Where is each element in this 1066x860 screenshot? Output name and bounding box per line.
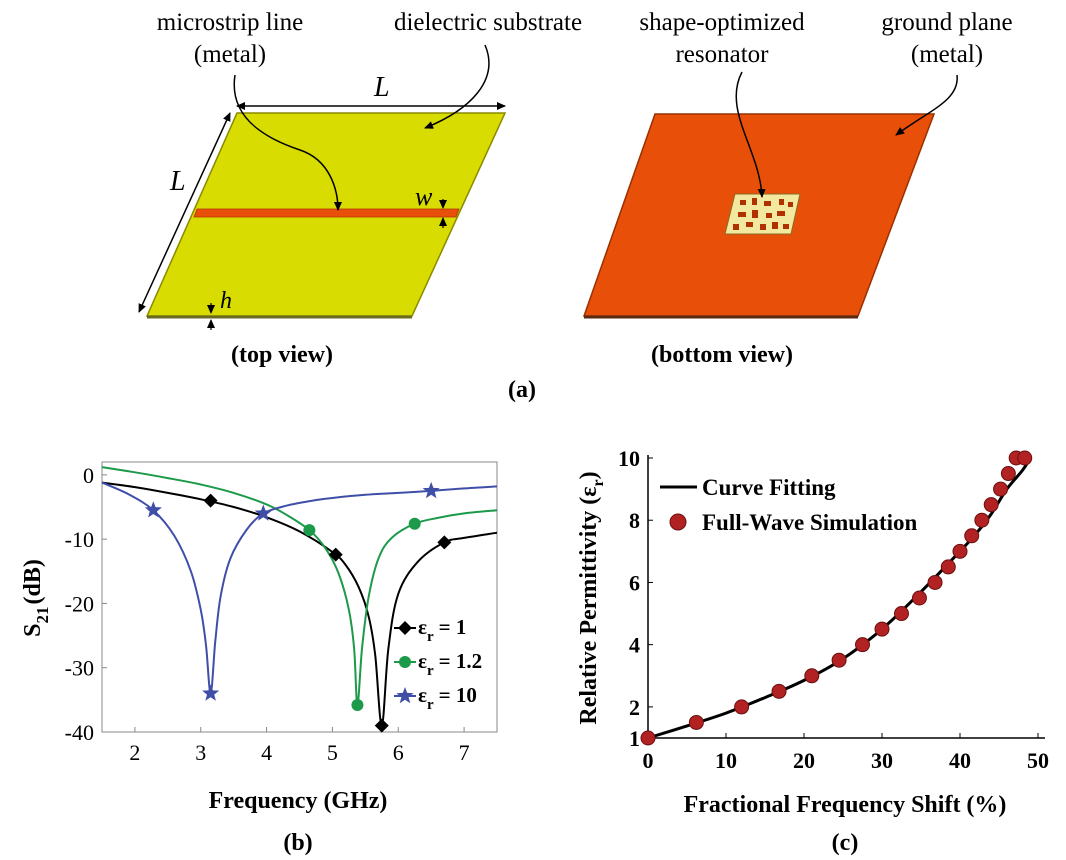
c-sim-point <box>927 574 943 590</box>
legend-c-1: Curve Fitting <box>702 475 836 500</box>
legend-c: Curve Fitting Full-Wave Simulation <box>660 475 918 535</box>
b-xtick-label: 3 <box>195 740 206 765</box>
c-ytick-label: 6 <box>629 570 640 595</box>
b-marker-diamond <box>374 718 389 733</box>
legend-b-1-eps: ε <box>418 615 427 639</box>
c-xtick-label: 0 <box>643 748 654 773</box>
c-sim-point <box>771 683 787 699</box>
c-ytick-label: 2 <box>629 695 640 720</box>
callout-substrate: dielectric substrate <box>394 9 582 36</box>
b-ytick-label: -30 <box>65 656 94 681</box>
ylabel-b: S21(dB) <box>20 559 52 637</box>
b-marker-circle <box>303 524 316 537</box>
legend-b-3-eps: ε <box>418 683 427 707</box>
plot-b-frame <box>101 461 498 733</box>
b-marker-circle <box>408 517 421 530</box>
c-sim-point <box>734 699 750 715</box>
c-sim-point <box>1017 450 1033 466</box>
c-xtick-label: 10 <box>715 748 737 773</box>
svg-text:εr= 1: εr = 1 <box>418 615 466 645</box>
c-ytick-label: 4 <box>629 633 640 658</box>
b-xtick-label: 2 <box>129 740 140 765</box>
b-xtick-label: 7 <box>459 740 470 765</box>
b-ytick-label: -40 <box>65 720 94 745</box>
c-sim-point <box>688 714 704 730</box>
c-sim-point <box>952 543 968 559</box>
callout-microstrip-2: (metal) <box>194 41 266 68</box>
c-sim-point <box>974 512 990 528</box>
b-marker-circle <box>351 699 364 711</box>
caption-top-view: (top view) <box>231 342 333 368</box>
c-sim-point <box>831 652 847 668</box>
c-xtick-label: 50 <box>1027 748 1049 773</box>
c-xtick-label: 40 <box>949 748 971 773</box>
callout-resonator-1: shape-optimized <box>639 9 805 36</box>
c-sim-point <box>1000 466 1016 482</box>
xlabel-c: Fractional Frequency Shift (%) <box>684 792 1007 818</box>
panel-b: 2 3 4 5 6 7 0 -10 -20 -30 -40 εr = 1 εr = 1.2 εr = 10… <box>20 461 498 856</box>
panel-a: L L w h microstrip line (metal) dielectr… <box>138 9 1013 403</box>
c-sim-point <box>640 730 656 746</box>
panel-label-a: (a) <box>508 377 536 403</box>
c-sim-point <box>993 481 1009 497</box>
c-fit-line <box>647 457 1032 740</box>
b-marker-diamond <box>437 535 452 550</box>
dim-w: w <box>415 182 433 211</box>
b-xtick-label: 6 <box>393 740 404 765</box>
c-sim-point <box>964 528 980 544</box>
resonator <box>724 193 801 235</box>
svg-text:εr= 1.2: εr = 1.2 <box>418 649 482 679</box>
b-marker-star <box>202 684 220 701</box>
svg-text:εr= 10: εr = 10 <box>418 683 477 713</box>
c-sim-point <box>804 668 820 684</box>
b-marker-diamond <box>203 493 218 508</box>
b-ytick-label: -20 <box>65 591 94 616</box>
b-series-line-1 <box>101 481 498 727</box>
c-ytick-label: 10 <box>618 446 640 471</box>
legend-b: εr = 1 εr = 1.2 εr = 10 <box>394 615 482 713</box>
c-ytick-label: 8 <box>629 508 640 533</box>
b-xtick-label: 5 <box>327 740 338 765</box>
legend-c-2: Full-Wave Simulation <box>702 510 918 535</box>
c-xtick-label: 30 <box>871 748 893 773</box>
b-series-line-3 <box>101 481 498 695</box>
c-sim-point <box>855 637 870 653</box>
b-ytick-label: -10 <box>65 527 94 552</box>
c-sim-point <box>894 606 909 622</box>
dim-L-top: L <box>373 72 390 103</box>
panel-label-b: (b) <box>283 830 312 856</box>
c-sim-point <box>874 621 890 637</box>
c-xtick-label: 20 <box>793 748 815 773</box>
dim-h: h <box>220 288 232 314</box>
c-sim-point <box>983 497 999 513</box>
xlabel-b: Frequency (GHz) <box>209 788 388 814</box>
c-sim-point <box>940 559 956 575</box>
dim-L-side: L <box>169 166 186 197</box>
b-marker-star <box>422 481 440 499</box>
b-ytick-label: 0 <box>83 463 94 488</box>
b-series-line-2 <box>101 466 498 707</box>
b-marker-star <box>144 501 162 518</box>
b-marker-star <box>254 504 272 521</box>
panel-label-c: (c) <box>832 830 859 856</box>
callout-ground-2: (metal) <box>911 41 983 68</box>
callout-ground-1: ground plane <box>881 9 1012 36</box>
caption-bottom-view: (bottom view) <box>651 342 793 368</box>
b-marker-diamond <box>328 547 343 562</box>
panel-c: 0 10 20 30 40 50 1 2 4 6 8 10 Curve Fitting Full-Wa… <box>576 446 1049 856</box>
callout-resonator-2: resonator <box>675 41 769 68</box>
c-sim-point <box>911 590 927 606</box>
b-xtick-label: 4 <box>261 740 272 765</box>
c-ytick-label: 1 <box>629 726 640 751</box>
ylabel-c: Relative Permittivity (εr) <box>576 471 607 724</box>
legend-b-2-eps: ε <box>418 649 427 673</box>
callout-microstrip-1: microstrip line <box>157 9 304 36</box>
